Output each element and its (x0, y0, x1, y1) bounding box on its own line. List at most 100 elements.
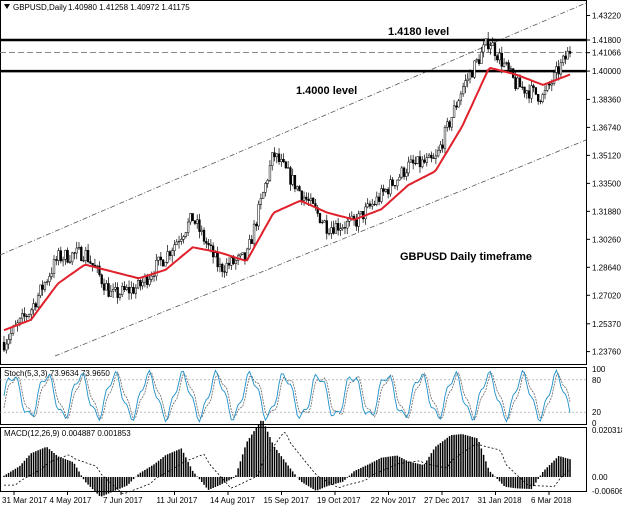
moving-average-line (3, 66, 571, 332)
candle-body (73, 252, 76, 254)
candle-body (34, 303, 37, 308)
candle-body (234, 260, 238, 264)
candle-body (48, 276, 51, 282)
candle-body (9, 333, 12, 340)
candle-body (114, 287, 117, 290)
candle-body (543, 90, 547, 95)
date-tick-label: 31 Jan 2018 (478, 496, 523, 505)
candle-body (357, 213, 360, 227)
candle-body (268, 165, 272, 181)
timeframe-label: GBPUSD Daily timeframe (400, 251, 532, 263)
price-tick-label: 1.31880 (592, 207, 621, 216)
candle-body (264, 183, 267, 193)
candle-body (505, 62, 508, 64)
candle-body (105, 283, 108, 291)
candle-body (166, 251, 169, 263)
candle-body (152, 275, 156, 277)
candle-body (332, 227, 335, 234)
candle-body (336, 222, 340, 231)
stoch-label: Stoch(5,3,3) 73.9634 73.9650 (4, 369, 110, 378)
candle-body (343, 227, 347, 229)
candle-body (207, 243, 210, 246)
candle-body (23, 313, 26, 317)
candle-body (446, 121, 449, 128)
candle-body (52, 259, 56, 274)
candle-body (359, 211, 363, 215)
candle-body (227, 262, 231, 266)
candle-body (64, 250, 67, 260)
candle-body (334, 222, 338, 234)
candle-body (318, 213, 322, 224)
candle-body (68, 261, 72, 263)
stoch-signal-line (3, 371, 571, 421)
candle-body (566, 51, 569, 60)
candle-body (275, 153, 278, 158)
candle-body (82, 260, 85, 262)
candle-body (86, 250, 90, 262)
candle-body (291, 175, 294, 185)
stoch-tick-label: 20 (592, 408, 601, 417)
candle-body (57, 250, 60, 261)
candle-body (439, 144, 442, 151)
candle-body (412, 159, 415, 164)
candle-body (134, 287, 137, 294)
date-tick-label: 27 Dec 2017 (424, 496, 470, 505)
date-tick-label: 14 Aug 2017 (210, 496, 255, 505)
candle-body (36, 295, 40, 308)
candle-body (498, 52, 501, 61)
candle-body (111, 289, 115, 292)
candle-body (480, 51, 483, 64)
macd-tick-label: -0.006064 (592, 487, 622, 496)
candle-body (293, 175, 297, 190)
candle-body (355, 219, 358, 227)
date-tick-label: 15 Sep 2017 (264, 496, 310, 505)
candle-body (421, 159, 424, 168)
candle-body (259, 198, 263, 205)
candle-body (307, 199, 310, 201)
candle-body (414, 162, 417, 165)
candle-body (562, 55, 565, 64)
candle-body (216, 252, 219, 268)
candle-body (173, 244, 176, 251)
candle-body (407, 161, 410, 174)
candle-body (146, 275, 149, 285)
price-axis: 1.43220 1.41800 1.41066 1.40000 1.38360 1.367… (586, 11, 621, 357)
candle-body (200, 229, 203, 232)
candle-body (405, 172, 408, 177)
candle-body (423, 159, 426, 163)
candle-body (39, 284, 42, 296)
candle-body (132, 287, 135, 294)
ohlc-label: 1.40980 1.41258 1.40972 1.41175 (68, 3, 190, 12)
channel-lower-line (54, 139, 587, 357)
candle-body (89, 261, 92, 264)
candle-body (248, 239, 251, 250)
candle-body (271, 152, 274, 166)
candle-body (516, 77, 519, 89)
candle-body (261, 192, 265, 199)
candle-body (371, 203, 374, 207)
stoch-tick-label: 80 (592, 376, 601, 385)
candle-body (121, 286, 124, 295)
candle-body (116, 287, 119, 298)
candle-body (530, 85, 533, 99)
candle-body (223, 271, 226, 273)
candle-body (255, 223, 258, 227)
candle-body (243, 252, 247, 261)
candle-body (230, 257, 233, 266)
candle-body (541, 94, 544, 102)
macd-panel-frame (0, 427, 587, 492)
candle-body (282, 159, 285, 163)
price-tick-label: 1.30260 (592, 235, 621, 244)
candle-body (441, 144, 444, 149)
candle-body (373, 203, 376, 206)
candle-body (377, 196, 381, 202)
candle-body (552, 72, 556, 84)
candle-body (171, 250, 174, 256)
candle-body (502, 62, 506, 67)
candle-body (341, 227, 344, 230)
candle-body (32, 303, 35, 311)
candle-body (525, 90, 528, 94)
candle-body (489, 45, 492, 50)
candle-body (393, 185, 397, 187)
candle-body (482, 44, 485, 53)
